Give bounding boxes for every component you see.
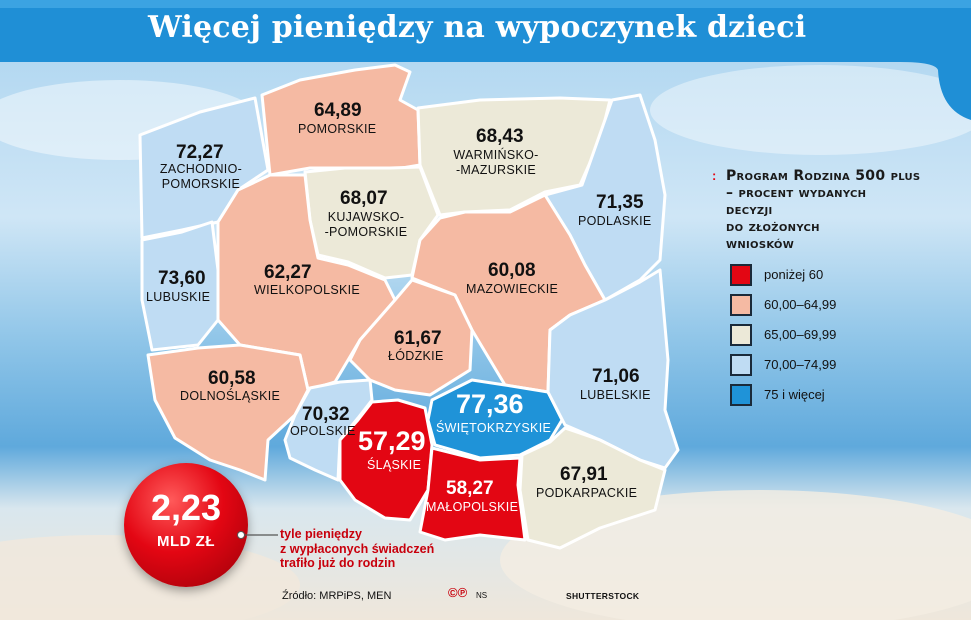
legend-swatch <box>730 384 752 406</box>
region-value-lubuskie: 73,60 <box>158 268 206 289</box>
region-name-kujawsko-pomorskie: KUJAWSKO- -POMORSKIE <box>318 210 414 240</box>
region-warminsko-mazurskie[interactable] <box>416 96 612 217</box>
region-name-line: -MAZURSKIE <box>455 163 537 177</box>
source-label: Źródło: MRPiPS, MEN <box>282 590 392 602</box>
total-amount-badge: 2,23 MLD ZŁ <box>124 463 248 587</box>
legend-title-line: wniosków <box>726 236 795 252</box>
region-name-opolskie: OPOLSKIE <box>290 424 356 438</box>
legend-label: 60,00–64,99 <box>764 297 837 312</box>
region-value-podkarpackie: 67,91 <box>560 464 608 485</box>
legend-title-line: Program Rodzina 500 plus <box>726 168 921 184</box>
region-podkarpackie[interactable] <box>518 426 667 550</box>
region-value-dolnoslaskie: 60,58 <box>208 368 256 389</box>
region-name-lubelskie: LUBELSKIE <box>580 388 651 402</box>
region-value-swietokrzyskie: 77,36 <box>456 389 524 419</box>
author-initials: NS <box>476 591 488 600</box>
region-value-podlaskie: 71,35 <box>596 192 644 213</box>
region-value-zachodniopomorskie: 72,27 <box>176 142 224 163</box>
region-slaskie[interactable] <box>338 398 434 522</box>
region-value-slaskie: 57,29 <box>358 426 426 456</box>
region-name-warminsko-mazurskie: WARMIŃSKO- -MAZURSKIE <box>446 148 546 178</box>
page-title: Więcej pieniędzy na wypoczynek dzieci <box>148 10 807 45</box>
region-name-slaskie: ŚLĄSKIE <box>367 458 422 472</box>
region-value-malopolskie: 58,27 <box>446 478 494 499</box>
region-name-swietokrzyskie: ŚWIĘTOKRZYSKIE <box>436 421 552 435</box>
region-value-lodzkie: 61,67 <box>394 328 442 349</box>
region-name-line: ZACHODNIO- <box>159 162 243 176</box>
region-lodzkie[interactable] <box>348 278 474 397</box>
region-name-podkarpackie: PODKARPACKIE <box>536 486 638 500</box>
region-name-lodzkie: ŁÓDZKIE <box>388 349 444 363</box>
region-name-line: WARMIŃSKO- <box>453 148 539 162</box>
title-bar-highlight <box>0 0 971 8</box>
region-value-wielkopolskie: 62,27 <box>264 262 312 283</box>
region-name-podlaskie: PODLASKIE <box>578 214 652 228</box>
region-name-line: POMORSKIE <box>161 177 241 191</box>
region-name-dolnoslaskie: DOLNOŚLĄSKIE <box>180 389 281 403</box>
region-name-pomorskie: POMORSKIE <box>298 122 377 136</box>
legend-swatch <box>730 354 752 376</box>
legend-label: 65,00–69,99 <box>764 327 837 342</box>
legend-swatch <box>730 294 752 316</box>
copyright-mark: ©℗ <box>448 585 468 600</box>
legend-swatch <box>730 324 752 346</box>
callout-note-line: trafiło już do rodzin <box>280 556 396 570</box>
legend-label: poniżej 60 <box>764 267 824 282</box>
photo-credit: SHUTTERSTOCK <box>566 591 640 601</box>
region-value-opolskie: 70,32 <box>302 404 350 425</box>
legend-label: 70,00–74,99 <box>764 357 837 372</box>
callout-connector <box>237 531 278 539</box>
connector-dot <box>237 531 245 539</box>
cloud <box>650 65 971 155</box>
region-name-line: KUJAWSKO- <box>327 210 405 224</box>
legend-swatch <box>730 264 752 286</box>
legend-title-line: decyzji <box>726 202 773 218</box>
legend-bullet: : <box>712 168 717 183</box>
region-name-wielkopolskie: WIELKOPOLSKIE <box>254 283 361 297</box>
title-bar-shape <box>0 0 971 120</box>
title-bar <box>0 0 971 120</box>
region-dolnoslaskie[interactable] <box>146 343 310 482</box>
legend-label: 75 i więcej <box>764 387 825 402</box>
region-name-malopolskie: MAŁOPOLSKIE <box>426 500 519 514</box>
region-name-mazowieckie: MAZOWIECKIE <box>466 282 559 296</box>
legend-title: Program Rodzina 500 plus – procent wydan… <box>726 168 956 253</box>
callout-note-line: tyle pieniędzy <box>280 527 362 541</box>
region-name-zachodniopomorskie: ZACHODNIO- POMORSKIE <box>156 162 246 192</box>
total-amount-unit: MLD ZŁ <box>157 533 215 550</box>
legend-title-line: do złożonych <box>726 219 820 235</box>
region-name-line: -POMORSKIE <box>324 225 408 239</box>
callout-note: tyle pieniędzy z wypłaconych świadczeń t… <box>280 527 500 571</box>
legend-title-line: – procent wydanych <box>726 185 867 201</box>
region-value-pomorskie: 64,89 <box>314 100 362 121</box>
region-lubelskie[interactable] <box>546 268 680 470</box>
region-name-lubuskie: LUBUSKIE <box>146 290 211 304</box>
total-amount-value: 2,23 <box>150 487 222 528</box>
region-value-mazowieckie: 60,08 <box>488 260 536 281</box>
region-malopolskie[interactable] <box>418 446 527 542</box>
region-value-warminsko-mazurskie: 68,43 <box>476 126 524 147</box>
region-value-lubelskie: 71,06 <box>592 366 640 387</box>
callout-note-line: z wypłaconych świadczeń <box>280 541 435 556</box>
region-value-kujawsko-pomorskie: 68,07 <box>340 188 388 209</box>
